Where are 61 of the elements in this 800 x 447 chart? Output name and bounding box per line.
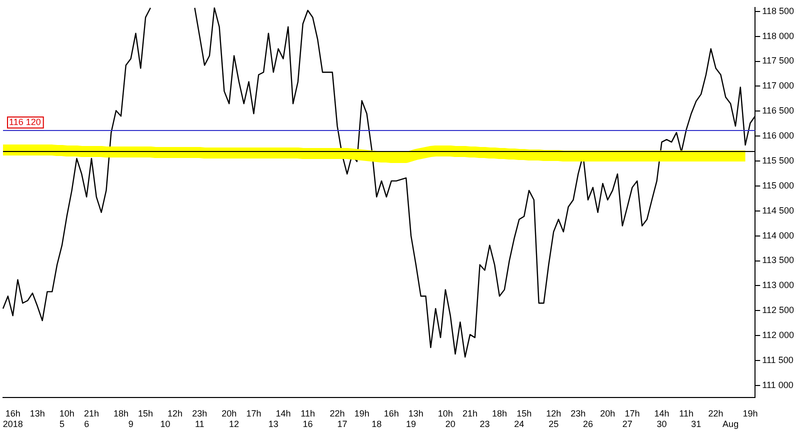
x-tick-label: 5 xyxy=(59,419,64,430)
y-tick-label: 114 000 xyxy=(762,230,794,240)
x-tick-label: 10 xyxy=(160,419,170,430)
y-tick-label: 117 000 xyxy=(762,80,794,91)
x-tick-label: 17 xyxy=(337,419,348,430)
y-tick-label: 111 000 xyxy=(762,380,794,390)
x-tick-label: 23h 11 xyxy=(192,408,208,430)
x-tick-label: 20h xyxy=(222,408,237,418)
y-tick-label: 111 500 xyxy=(762,354,794,365)
x-tick-label: 17h xyxy=(624,408,640,418)
y-tick-label: 118 500 xyxy=(762,6,794,16)
x-tick-label: 16h 2018 xyxy=(2,408,23,430)
x-tick-label: 23h xyxy=(570,408,586,418)
x-tick-label: 17h xyxy=(246,408,262,418)
x-tick-label: 15h xyxy=(516,408,532,418)
x-tick-label: 12h xyxy=(168,408,183,418)
y-tick-label: 116 000 xyxy=(762,130,794,141)
x-tick-label: 15h xyxy=(138,408,154,418)
x-tick-label: 13h xyxy=(30,408,45,418)
y-tick-label: 112 000 xyxy=(762,330,794,340)
x-tick-label: 21h xyxy=(84,408,99,418)
x-tick-label: 31 xyxy=(691,419,702,430)
y-tick-label: 116 500 xyxy=(762,106,794,116)
x-tick-label: 11h xyxy=(679,408,694,418)
y-tick-label: 117 500 xyxy=(762,56,794,66)
x-tick-label: 20h xyxy=(600,408,616,418)
y-tick-label: 118 000 xyxy=(762,30,794,41)
x-tick-label: 10h xyxy=(438,408,453,418)
x-tick-label: 21h xyxy=(462,408,478,418)
y-tick-label: 115 000 xyxy=(762,180,794,190)
x-tick-label: 24 xyxy=(514,419,524,430)
x-tick-label: 11h 16 xyxy=(300,408,315,430)
x-tick-label: 10h xyxy=(59,408,74,418)
x-tick-label: 6 xyxy=(84,419,90,430)
x-tick-label: 14h 30 xyxy=(654,408,670,430)
x-tick-label: 22h xyxy=(708,408,724,418)
y-tick-label: 112 500 xyxy=(762,305,794,316)
y-tick-label: 114 500 xyxy=(762,205,794,216)
x-tick-label: 14h xyxy=(276,408,291,418)
x-tick-label: 18h xyxy=(113,408,128,418)
x-tick-label: 13h xyxy=(408,408,424,418)
x-tick-label: 18h xyxy=(492,408,508,418)
y-tick-label: 113 000 xyxy=(762,280,794,290)
y-tick-label: 115 500 xyxy=(762,155,794,166)
x-tick-label: 20 xyxy=(445,419,456,430)
y-tick-label: 113 500 xyxy=(762,255,794,266)
x-tick-label: 23 xyxy=(480,419,490,430)
x-tick-label: 27 xyxy=(622,419,632,430)
x-tick-label: 19 xyxy=(406,419,416,430)
x-tick-label: 26 xyxy=(582,419,593,430)
ref-line-label: 116 120 xyxy=(9,116,41,127)
x-tick-label: 9 xyxy=(128,419,134,430)
x-tick-label: 13 xyxy=(268,419,278,430)
x-tick-label: 18 xyxy=(372,419,382,430)
x-tick-label: Aug xyxy=(722,419,739,430)
x-tick-label: 12h 25 xyxy=(546,408,562,430)
x-tick-label: 19h xyxy=(354,408,370,418)
x-tick-label: 22h xyxy=(330,408,345,418)
x-tick-label: 16h xyxy=(384,408,399,418)
x-tick-label: 12 xyxy=(229,419,240,430)
x-tick-label: 19h xyxy=(742,408,758,418)
